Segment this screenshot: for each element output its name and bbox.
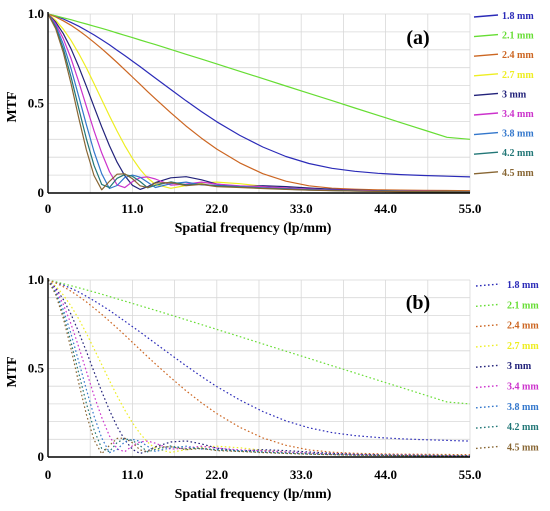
legend-label: 2.7 mm [507, 341, 539, 352]
legend-label: 2.1 mm [502, 31, 534, 42]
legend-swatch [475, 283, 501, 287]
legend-swatch [473, 171, 499, 175]
legend-label: 4.2 mm [507, 422, 539, 433]
legend-label: 2.4 mm [507, 321, 539, 332]
legend-swatch [475, 405, 501, 409]
legend-swatch [475, 344, 501, 348]
y-tick-label: 0 [38, 449, 45, 464]
x-tick-label: 0 [45, 201, 52, 216]
legend-label: 3.8 mm [502, 129, 534, 140]
legend-swatch [473, 73, 499, 77]
x-tick-label: 22.0 [205, 467, 228, 482]
legend-label: 4.5 mm [502, 168, 534, 179]
legend-label: 4.2 mm [502, 148, 534, 159]
series-line-2-1-mm [47, 13, 471, 140]
x-tick-label: 33.0 [290, 201, 313, 216]
panel-label: (a) [406, 27, 429, 49]
y-tick-label: 0.5 [28, 361, 45, 376]
legend-label: 3 mm [502, 89, 527, 100]
legend-swatch [475, 384, 501, 389]
legend-swatch [473, 151, 499, 155]
x-tick-label: 44.0 [374, 201, 397, 216]
legend-swatch [475, 303, 501, 307]
grid [48, 279, 471, 457]
panel-b: 0 11.0 22.0 33.0 44.0 55.0 0 0.5 1.0 Spatial freq… [5, 272, 539, 502]
y-tick-label: 1.0 [28, 272, 44, 287]
series-line-1-8-mm [47, 13, 471, 178]
series-lines [47, 279, 471, 457]
legend-swatch [473, 53, 499, 57]
series-line-4-5-mm [47, 279, 471, 457]
series-line-2-4-mm [47, 13, 471, 192]
series-line-1-8-mm [47, 279, 471, 442]
x-axis-title: Spatial frequency (lp/mm) [175, 487, 332, 502]
legend-swatch [473, 33, 499, 38]
legend-swatch [475, 364, 501, 368]
legend: 1.8 mm 2.1 mm 2.4 mm 2.7 mm 3 mm 3.4 mm 3.8 mm… [473, 11, 534, 179]
legend-label: 3.4 mm [507, 382, 539, 393]
y-axis-title: MTF [5, 356, 20, 387]
x-tick-label: 22.0 [205, 201, 228, 216]
legend-swatch [473, 112, 499, 116]
legend-swatch [473, 14, 499, 18]
y-axis-title: MTF [5, 91, 20, 122]
series-line-3-8-mm [47, 279, 471, 457]
y-tick-label: 0.5 [28, 96, 45, 111]
legend-swatch [473, 92, 499, 97]
series-lines [47, 13, 471, 193]
x-tick-label: 55.0 [459, 467, 482, 482]
panel-a: 0 11.0 22.0 33.0 44.0 55.0 0 0.5 1.0 Spatial freq… [5, 6, 534, 236]
x-tick-label: 33.0 [290, 467, 313, 482]
grid [48, 13, 471, 193]
y-tick-label: 0 [38, 185, 45, 200]
legend-swatch [475, 425, 501, 429]
legend-label: 3.8 mm [507, 402, 539, 413]
x-tick-label: 0 [45, 467, 52, 482]
legend-label: 1.8 mm [507, 280, 539, 291]
legend-label: 3.4 mm [502, 109, 534, 120]
series-line-4-5-mm [47, 13, 471, 193]
x-tick-label: 11.0 [121, 201, 143, 216]
x-tick-label: 44.0 [374, 467, 397, 482]
legend-label: 2.1 mm [507, 300, 539, 311]
panel-label: (b) [406, 292, 430, 314]
legend-label: 1.8 mm [502, 11, 534, 22]
legend-swatch [475, 323, 501, 328]
x-tick-label: 55.0 [459, 201, 482, 216]
legend-swatch [473, 131, 499, 136]
legend-swatch [475, 445, 501, 450]
legend-label: 4.5 mm [507, 442, 539, 453]
legend-label: 2.7 mm [502, 70, 534, 81]
x-axis-title: Spatial frequency (lp/mm) [175, 221, 332, 236]
legend-label: 2.4 mm [502, 50, 534, 61]
x-tick-label: 11.0 [121, 467, 143, 482]
legend: 1.8 mm 2.1 mm 2.4 mm 2.7 mm 3 mm 3.4 mm 3.8 mm… [475, 280, 539, 453]
y-tick-label: 1.0 [28, 6, 44, 21]
series-line-3-mm [47, 279, 471, 457]
series-line-2-1-mm [47, 279, 471, 405]
legend-label: 3 mm [507, 361, 532, 372]
